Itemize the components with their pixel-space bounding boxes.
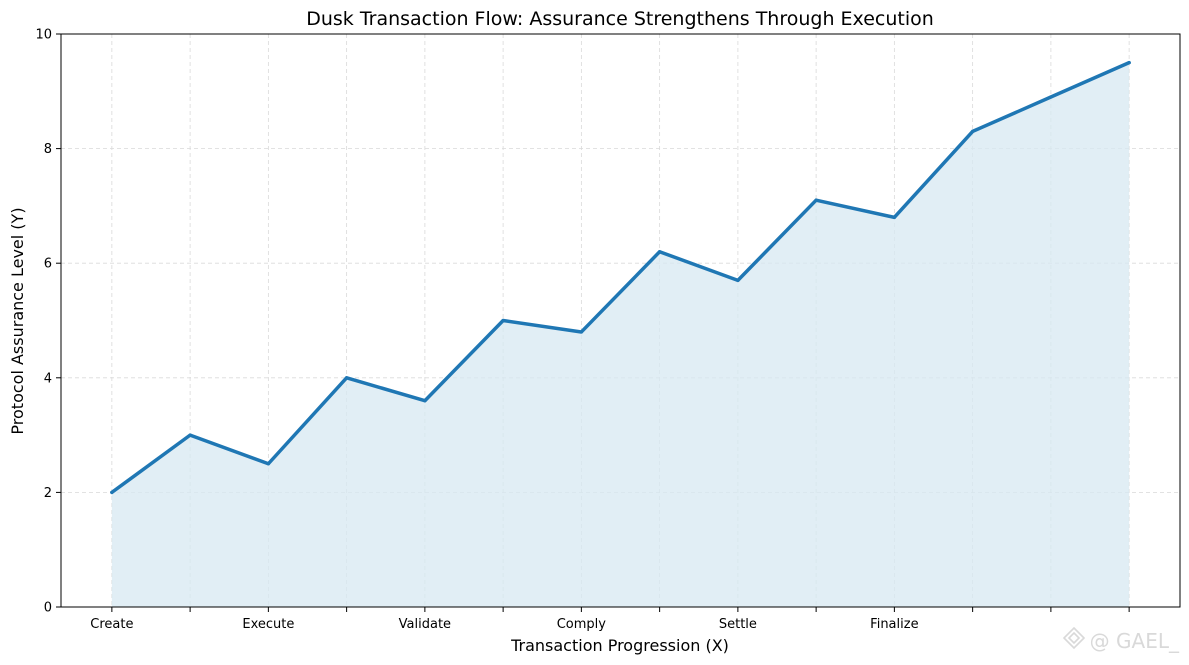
- data-point: [658, 250, 662, 254]
- data-point: [892, 215, 896, 219]
- x-axis-label: Transaction Progression (X): [510, 636, 729, 655]
- data-point: [345, 376, 349, 380]
- x-tick-label: Finalize: [870, 617, 918, 632]
- binance-diamond-icon: [1062, 626, 1086, 655]
- data-point: [736, 278, 740, 282]
- x-tick-label: Validate: [399, 617, 451, 632]
- data-point: [423, 399, 427, 403]
- x-axis-ticks: Create Execute Validate Comply Settle Finaliz…: [90, 607, 1130, 632]
- data-point: [1049, 95, 1053, 99]
- area-polygon: [111, 62, 1130, 607]
- y-axis-ticks: 0 2 4 6 8 10: [35, 28, 61, 616]
- data-point: [188, 433, 192, 437]
- data-point: [814, 198, 818, 202]
- x-tick-label: Comply: [557, 617, 607, 632]
- y-axis-label: Protocol Assurance Level (Y): [8, 207, 27, 434]
- data-point: [501, 318, 505, 323]
- series-polyline: [110, 60, 1131, 495]
- x-tick-label: Execute: [242, 617, 294, 632]
- series-line: [110, 60, 1131, 495]
- data-point: [971, 129, 975, 134]
- x-tick-label: Settle: [719, 617, 757, 632]
- chart-title: Dusk Transaction Flow: Assurance Strengt…: [306, 8, 934, 30]
- plot-frame: [60, 33, 1181, 608]
- data-point: [266, 462, 270, 466]
- y-tick-label: 8: [44, 142, 52, 157]
- y-tick-label: 10: [35, 28, 52, 43]
- area-fill: [111, 62, 1130, 607]
- data-point: [1127, 61, 1131, 65]
- x-tick-label: Create: [90, 617, 133, 632]
- y-tick-label: 6: [44, 257, 52, 272]
- data-point: [110, 490, 114, 494]
- watermark-text: @ GAEL_: [1089, 628, 1179, 653]
- watermark: @ GAEL_: [1062, 626, 1179, 655]
- y-tick-label: 0: [44, 601, 52, 616]
- y-tick-label: 2: [44, 486, 52, 501]
- data-point: [579, 330, 583, 334]
- plot-border: [60, 33, 1181, 608]
- y-tick-label: 4: [44, 371, 52, 386]
